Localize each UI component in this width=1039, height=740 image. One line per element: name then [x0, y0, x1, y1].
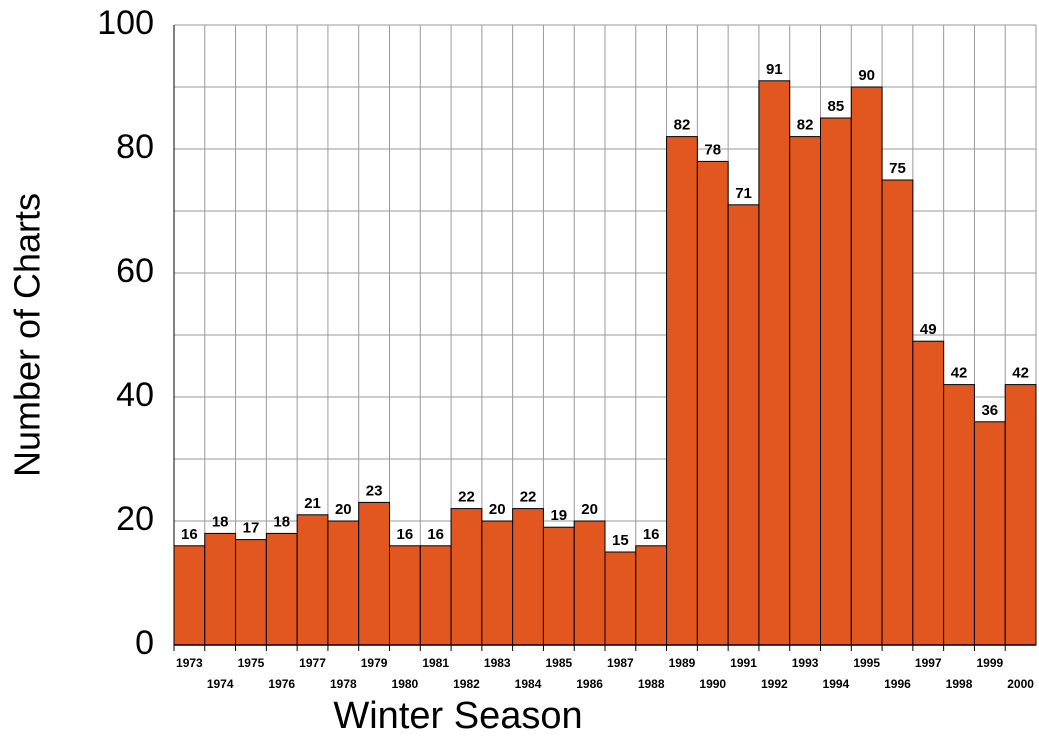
value-label: 90: [858, 67, 875, 84]
bar: [265, 532, 298, 646]
bar: [358, 501, 391, 646]
bar: [419, 545, 452, 646]
bar: [789, 136, 822, 646]
value-label: 16: [397, 526, 414, 543]
value-label: 42: [1012, 365, 1029, 382]
value-label: 16: [643, 526, 660, 543]
bar: [881, 179, 914, 646]
x-tick-label: 1974: [207, 677, 234, 691]
bar: [820, 117, 852, 646]
value-label: 20: [335, 501, 352, 518]
bar: [327, 520, 360, 646]
x-tick-label: 1984: [515, 677, 542, 691]
value-label: 22: [458, 489, 475, 506]
x-tick-label: 1973: [176, 656, 203, 670]
bar: [850, 86, 883, 646]
value-label: 19: [550, 507, 567, 524]
x-tick-label: 1994: [823, 677, 850, 691]
value-label: 82: [674, 117, 691, 134]
bar: [973, 421, 1006, 646]
x-tick-label: 1989: [669, 656, 696, 670]
x-tick-label: 1983: [484, 656, 511, 670]
value-label: 75: [889, 160, 906, 177]
x-tick-label: 1997: [915, 656, 942, 670]
bar: [666, 136, 698, 646]
value-label: 71: [735, 185, 752, 202]
value-label: 23: [366, 482, 383, 499]
bar: [943, 384, 975, 646]
value-label: 15: [612, 532, 629, 549]
bar: [635, 545, 668, 646]
x-tick-label: 1996: [884, 677, 911, 691]
bar: [512, 508, 544, 646]
bar: [173, 545, 206, 646]
value-label: 22: [520, 489, 537, 506]
bar: [450, 508, 483, 646]
value-label: 16: [427, 526, 444, 543]
x-tick-label: 1976: [268, 677, 295, 691]
value-label: 20: [489, 501, 506, 518]
bar: [573, 520, 606, 646]
x-tick-label: 1977: [299, 656, 326, 670]
bar: [235, 539, 267, 646]
value-label: 18: [273, 513, 290, 530]
bar: [912, 340, 945, 646]
value-label: 91: [766, 61, 783, 78]
bar: [604, 551, 637, 646]
bar: [389, 545, 421, 646]
bar: [481, 520, 514, 646]
value-label: 21: [304, 495, 321, 512]
x-tick-label: 1982: [453, 677, 480, 691]
x-tick-label: 1979: [361, 656, 388, 670]
value-label: 36: [981, 402, 998, 419]
x-tick-label: 1999: [976, 656, 1003, 670]
value-label: 82: [797, 117, 814, 134]
x-tick-label: 1981: [422, 656, 449, 670]
x-tick-label: 1993: [792, 656, 819, 670]
x-tick-label: 1986: [576, 677, 603, 691]
bar: [1004, 384, 1037, 646]
x-tick-label: 1987: [607, 656, 634, 670]
y-tick-label: 40: [116, 376, 154, 414]
value-label: 49: [920, 321, 937, 338]
y-tick-label: 100: [97, 4, 154, 42]
bar: [542, 526, 575, 646]
value-label: 16: [181, 526, 198, 543]
y-tick-label: 20: [116, 500, 154, 538]
bar: [758, 80, 791, 646]
value-label: 17: [243, 520, 260, 537]
x-tick-label: 1980: [392, 677, 419, 691]
y-tick-label: 0: [135, 624, 154, 662]
x-tick-label: 1988: [638, 677, 665, 691]
x-tick-label: 1990: [699, 677, 726, 691]
x-tick-label: 1995: [853, 656, 880, 670]
x-tick-label: 1985: [545, 656, 572, 670]
bar: [696, 160, 729, 646]
bar: [204, 532, 237, 646]
x-tick-label: 1975: [238, 656, 265, 670]
x-tick-label: 2000: [1007, 677, 1034, 691]
value-label: 20: [581, 501, 598, 518]
value-label: 85: [828, 98, 845, 115]
x-tick-label: 1978: [330, 677, 357, 691]
bar: [727, 204, 760, 646]
value-label: 42: [951, 365, 968, 382]
bar: [296, 514, 329, 646]
value-label: 18: [212, 513, 229, 530]
x-axis-title: Winter Season: [333, 695, 582, 737]
x-tick-label: 1998: [946, 677, 973, 691]
x-tick-label: 1992: [761, 677, 788, 691]
y-axis-title: Number of Charts: [7, 193, 48, 477]
y-tick-label: 60: [116, 252, 154, 290]
x-tick-label: 1991: [730, 656, 757, 670]
value-label: 78: [704, 141, 721, 158]
y-tick-label: 80: [116, 128, 154, 166]
